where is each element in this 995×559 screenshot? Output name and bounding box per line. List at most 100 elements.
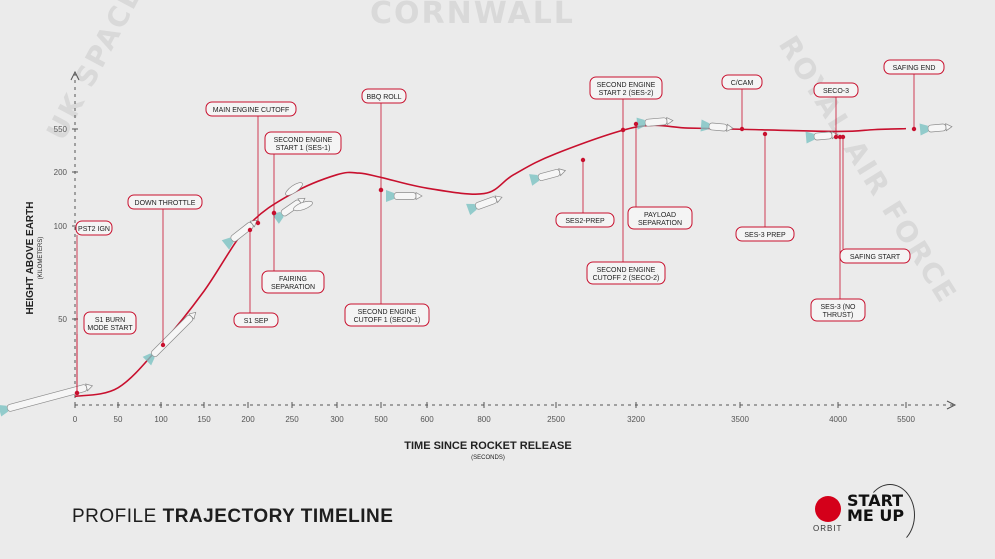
event-label-line: PST2 IGN — [78, 226, 110, 233]
x-tick-label: 5500 — [897, 415, 915, 424]
event-marker: SECOND ENGINE CUTOFF 2 (SECO-2) — [586, 127, 666, 285]
event-marker: FAIRING SEPARATION — [261, 210, 325, 294]
event-label-box — [810, 298, 866, 322]
event-label-box — [205, 101, 297, 117]
rocket-plume — [142, 353, 155, 366]
rocket-launcher-1 — [0, 383, 94, 417]
event-marker: S1 BURN MODE START — [74, 311, 137, 396]
rocket-plume — [386, 190, 394, 202]
rocket-launcher-2 — [142, 311, 197, 366]
event-dot — [74, 390, 80, 396]
event-marker: C/CAM — [721, 74, 763, 132]
event-dot — [833, 134, 839, 140]
y-tick-label: 550 — [54, 125, 68, 134]
event-dot — [271, 210, 277, 216]
event-label-line: SAFING START — [850, 254, 901, 261]
rocket-body — [537, 169, 561, 181]
event-label-line: SECOND ENGINE — [597, 82, 656, 89]
event-dot — [633, 121, 639, 127]
event-label-box — [361, 88, 407, 104]
rocket-body — [474, 196, 498, 210]
event-label-box — [589, 76, 663, 100]
event-marker: SAFING START — [839, 134, 911, 264]
event-marker: DOWN THROTTLE — [127, 194, 203, 348]
event-label: SES-3 PREP — [744, 232, 786, 239]
event-label-box — [627, 206, 693, 230]
event-dot — [739, 126, 745, 132]
event-label-line: S1 SEP — [244, 318, 269, 325]
rocket-upper-3 — [466, 195, 503, 216]
rocket-plume — [636, 117, 646, 130]
rocket-upper-4 — [529, 168, 567, 186]
rocket-upper-2 — [386, 190, 423, 202]
event-label: SAFING START — [850, 254, 901, 261]
page-title: PROFILE TRAJECTORY TIMELINE — [72, 506, 393, 528]
rocket-nose — [666, 116, 674, 126]
y-tick-label: 100 — [54, 222, 68, 231]
x-tick-label: 500 — [374, 415, 388, 424]
event-marker: MAIN ENGINE CUTOFF — [205, 101, 297, 226]
rocket-body — [644, 117, 668, 127]
event-label: FAIRING SEPARATION — [271, 276, 315, 291]
event-label-line: C/CAM — [731, 80, 754, 87]
y-tick-label: 50 — [58, 315, 67, 324]
event-label-box — [127, 194, 203, 210]
rocket-nose — [188, 311, 197, 320]
rocket-body — [813, 131, 833, 141]
event-label-line: SECO-3 — [823, 88, 849, 95]
rocket-plume — [529, 174, 540, 186]
event-label-box — [83, 311, 137, 335]
x-tick-label: 0 — [73, 415, 78, 424]
event-label-line: BBQ ROLL — [366, 94, 401, 101]
event-label: S1 SEP — [244, 318, 269, 325]
rocket-upper-8 — [919, 123, 953, 136]
event-label-line: MODE START — [87, 325, 133, 332]
x-tick-label: 100 — [154, 415, 168, 424]
event-label-line: SES-3 (NO — [820, 304, 856, 311]
event-label-box — [839, 248, 911, 264]
x-tick-label: 2500 — [547, 415, 565, 424]
event-label: SECOND ENGINE CUTOFF 2 (SECO-2) — [593, 267, 660, 282]
y-axis-unit: (KILOMETERS) — [38, 237, 44, 280]
rocket-plume — [805, 131, 815, 144]
rocket-plume — [466, 203, 477, 216]
event-label: DOWN THROTTLE — [135, 200, 196, 207]
event-marker: BBQ ROLL — [361, 88, 407, 193]
title-bold: TRAJECTORY TIMELINE — [162, 506, 394, 527]
event-label: SAFING END — [893, 65, 936, 72]
x-tick-label: 4000 — [829, 415, 847, 424]
event-label-line: SES2-PREP — [565, 218, 605, 225]
fairing-half-1 — [285, 182, 303, 196]
event-label-line: S1 BURN — [95, 317, 125, 324]
event-label-line: SEPARATION — [271, 284, 315, 291]
event-label-line: START 2 (SES-2) — [599, 90, 654, 97]
event-label-line: SEPARATION — [638, 220, 682, 227]
y-axis-label: HEIGHT ABOVE EARTH — [25, 202, 36, 315]
event-dot — [620, 127, 626, 133]
event-dot — [247, 227, 253, 233]
event-label-line: THRUST) — [823, 312, 854, 319]
event-label-box — [75, 220, 113, 236]
event-label: SECOND ENGINE START 2 (SES-2) — [597, 82, 656, 97]
rocket-plume — [700, 119, 710, 132]
event-label-line: CUTOFF 2 (SECO-2) — [593, 275, 660, 282]
x-tick-label: 3200 — [627, 415, 645, 424]
event-label-line: FAIRING — [279, 276, 307, 283]
event-label: PST2 IGN — [78, 226, 110, 233]
event-label-box — [721, 74, 763, 90]
rocket-nose — [494, 195, 503, 204]
event-label: BBQ ROLL — [366, 94, 401, 101]
event-label: SECOND ENGINE CUTOFF 1 (SECO-1) — [354, 309, 421, 324]
event-marker: S1 SEP — [233, 227, 279, 328]
event-label-box — [813, 82, 859, 98]
event-label: C/CAM — [731, 80, 754, 87]
event-label-line: SES-3 PREP — [744, 232, 786, 239]
trajectory-line — [74, 124, 907, 398]
event-label-line: START 1 (SES-1) — [276, 145, 331, 152]
rocket-upper-5 — [636, 116, 674, 130]
event-label-line: SECOND ENGINE — [274, 137, 333, 144]
event-marker: SES-3 (NO THRUST) — [810, 134, 866, 322]
event-label: S1 BURN MODE START — [87, 317, 133, 332]
event-dot — [840, 134, 846, 140]
rocket-nose — [415, 191, 423, 201]
